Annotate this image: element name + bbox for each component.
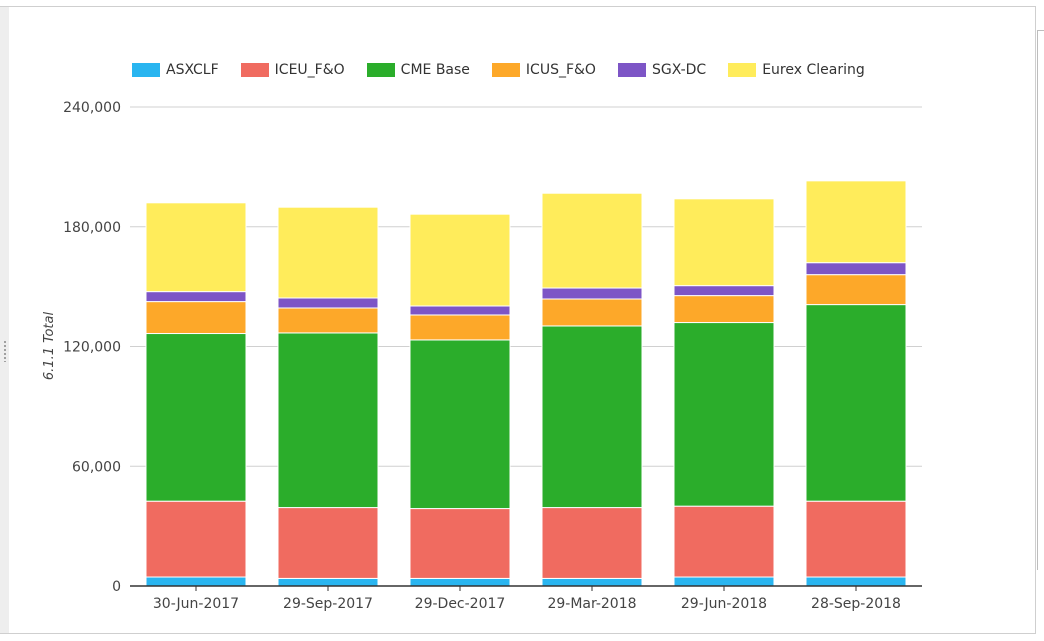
y-tick-label: 0 [112,579,121,595]
legend-item[interactable]: CME Base [366,62,470,78]
bar-segment[interactable] [673,576,775,587]
left-panel-gutter [0,7,9,633]
bar-segment[interactable] [541,577,643,587]
chart-legend: ASXCLF ICEU_F&O CME Base ICUS_F&O SGX-DC Eure… [132,60,887,80]
bar-segment[interactable] [145,291,247,303]
bar-segment[interactable] [409,508,511,579]
legend-item[interactable]: Eurex Clearing [728,62,865,78]
y-tick-label: 240,000 [63,100,121,116]
legend-label: ICUS_F&O [525,62,596,78]
bar-segment[interactable] [145,301,247,335]
bar-segment[interactable] [409,339,511,510]
bar-segment[interactable] [145,576,247,587]
bar-segment[interactable] [541,325,643,509]
legend-swatch [491,63,520,77]
bar-segment[interactable] [541,298,643,327]
bar-segment[interactable] [541,507,643,579]
bar-segment[interactable] [805,180,907,264]
bar-segment[interactable] [805,262,907,276]
legend-label: ICEU_F&O [274,62,345,78]
bar-segment[interactable] [673,322,775,507]
legend-item[interactable]: ICUS_F&O [491,62,596,78]
chart-frame [0,6,1036,634]
bar-segment[interactable] [409,213,511,307]
bar-segment[interactable] [277,507,379,579]
resize-grip-icon[interactable] [3,340,7,362]
legend-item[interactable]: ASXCLF [132,62,219,78]
legend-label: SGX-DC [651,62,707,78]
y-tick-label: 120,000 [63,340,121,356]
legend-label: ASXCLF [166,62,219,78]
bar-segment[interactable] [673,505,775,578]
bar-segment[interactable] [541,192,643,289]
bar-segment[interactable] [145,333,247,502]
bar-segment[interactable] [277,307,379,334]
legend-swatch [132,63,160,77]
legend-label: CME Base [400,62,470,78]
bar-segment[interactable] [277,206,379,299]
y-tick-label: 60,000 [72,459,121,475]
bar-segment[interactable] [277,332,379,509]
bar-segment[interactable] [409,314,511,341]
legend-swatch [366,63,395,77]
x-tick-label: 29-Mar-2018 [547,596,636,612]
legend-swatch [240,63,269,77]
legend-swatch [728,63,757,77]
bar-segment[interactable] [805,576,907,587]
x-tick-label: 29-Dec-2017 [415,596,506,612]
bar-segment[interactable] [673,285,775,297]
x-tick-label: 29-Sep-2017 [283,596,373,612]
bar-segment[interactable] [541,287,643,300]
x-tick-label: 29-Jun-2018 [681,596,767,612]
legend-swatch [617,63,646,77]
bar-segment[interactable] [673,295,775,324]
legend-label: Eurex Clearing [762,62,865,78]
x-tick-label: 30-Jun-2017 [153,596,239,612]
y-tick-label: 180,000 [63,220,121,236]
bar-segment[interactable] [409,305,511,316]
bar-segment[interactable] [805,304,907,502]
right-panel-edge [1037,30,1044,570]
bar-segment[interactable] [277,577,379,587]
legend-item[interactable]: ICEU_F&O [240,62,345,78]
bar-segment[interactable] [145,202,247,293]
bar-segment[interactable] [145,500,247,578]
legend-item[interactable]: SGX-DC [617,62,707,78]
y-axis-title: 6.1.1 Total [42,312,57,381]
bar-segment[interactable] [409,577,511,587]
x-tick-label: 28-Sep-2018 [811,596,901,612]
bar-segment[interactable] [277,297,379,309]
bar-segment[interactable] [673,198,775,287]
bar-segment[interactable] [805,500,907,578]
bar-segment[interactable] [805,274,907,306]
